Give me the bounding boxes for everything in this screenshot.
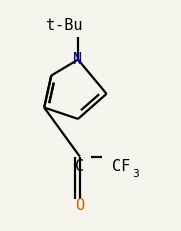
- Text: O: O: [75, 198, 84, 213]
- Text: t-Bu: t-Bu: [45, 18, 82, 33]
- Text: CF: CF: [112, 159, 130, 174]
- Text: C: C: [75, 159, 84, 174]
- Text: N: N: [73, 52, 83, 67]
- Text: 3: 3: [132, 169, 139, 179]
